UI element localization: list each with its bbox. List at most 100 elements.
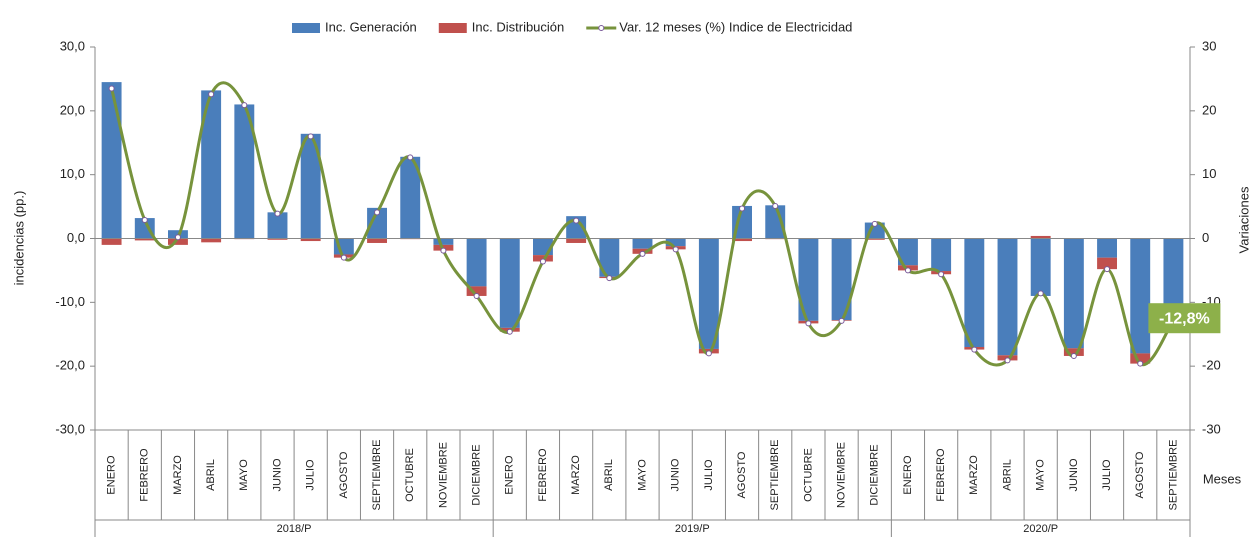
x-tick-label: MAYO (1035, 459, 1047, 491)
line-marker (473, 292, 480, 299)
y2-tick-label: -30 (1202, 421, 1221, 436)
bar (931, 238, 952, 272)
x-tick-label: MAYO (636, 459, 648, 491)
bar (168, 238, 188, 245)
bar (367, 238, 387, 243)
line-marker (739, 205, 746, 212)
bar (300, 133, 321, 239)
line-marker (971, 346, 978, 353)
x-tick-label: SEPTIEMBRE (769, 440, 781, 511)
line-marker (174, 234, 181, 241)
x-tick-label: MAYO (238, 459, 250, 491)
x-tick-label: ENERO (504, 455, 516, 495)
bar (566, 238, 587, 243)
y2-tick-label: -20 (1202, 358, 1221, 373)
bar (765, 205, 786, 239)
bar (698, 238, 719, 349)
bar (599, 238, 620, 277)
line-marker (208, 91, 215, 98)
line-marker (141, 216, 148, 223)
x-tick-label: DICIEMBRE (869, 444, 881, 505)
legend-label: Inc. Distribución (472, 19, 564, 34)
y-tick-label: 10,0 (60, 166, 85, 181)
x-tick-label: JULIO (703, 459, 715, 491)
legend-label: Inc. Generación (325, 19, 417, 34)
line-marker (871, 220, 878, 227)
y2-tick-label: 0 (1202, 230, 1209, 245)
line-marker (772, 202, 779, 209)
legend-label: Var. 12 meses (%) Indice de Electricidad (619, 19, 852, 34)
line-marker (241, 102, 248, 109)
bar (1063, 348, 1084, 356)
x-tick-label: AGOSTO (338, 451, 350, 498)
x-tick-label: NOVIEMBRE (835, 442, 847, 508)
x-tick-label: AGOSTO (736, 451, 748, 498)
y-tick-label: -20,0 (55, 358, 85, 373)
x-tick-label: JUNIO (271, 458, 283, 491)
x-tick-label: JULIO (305, 459, 317, 491)
y2-tick-label: 20 (1202, 102, 1216, 117)
bar (533, 255, 553, 262)
line-marker (307, 133, 314, 140)
x-tick-label: OCTUBRE (404, 448, 416, 502)
x-tick-label: ENERO (902, 455, 914, 495)
y2-tick-label: 30 (1202, 38, 1216, 53)
annotation-box (1148, 303, 1221, 334)
x-tick-label: MARZO (968, 455, 980, 495)
bar (732, 238, 752, 242)
bar (1097, 257, 1117, 270)
y-axis-label: incidencias (pp.) (11, 191, 26, 286)
line-marker (1137, 360, 1144, 367)
line-marker (904, 267, 911, 274)
bar (798, 238, 819, 321)
x-tick-label: MARZO (172, 455, 184, 495)
x-tick-label: ABRIL (1001, 459, 1013, 491)
x-tick-label: ENERO (105, 455, 117, 495)
line-marker (805, 320, 812, 327)
line-marker (407, 154, 414, 161)
y-tick-label: 20,0 (60, 102, 85, 117)
bar (101, 82, 122, 239)
annotation: -12,8% (1159, 310, 1210, 327)
bar (898, 238, 918, 266)
bar (665, 238, 686, 247)
y-tick-label: -10,0 (55, 294, 85, 309)
bar (300, 238, 321, 242)
line-marker (1070, 352, 1077, 359)
line-marker (705, 350, 712, 357)
bar (201, 90, 222, 239)
bar (1163, 238, 1184, 311)
bar (997, 238, 1018, 356)
x-axis-label: Meses (1203, 471, 1242, 486)
bar (134, 238, 155, 241)
line-marker (274, 210, 281, 217)
x-tick-label: JUNIO (670, 458, 682, 491)
bar (632, 238, 653, 249)
x-tick-label: JULIO (1101, 459, 1113, 491)
line-marker (938, 271, 945, 278)
line-marker (374, 209, 381, 216)
bar (1130, 353, 1151, 364)
x-tick-label: AGOSTO (1134, 451, 1146, 498)
x-tick-label: FEBRERO (139, 448, 151, 502)
line-marker (440, 247, 447, 254)
line-marker (838, 317, 845, 324)
line-marker (506, 328, 513, 335)
line-marker (1104, 266, 1111, 273)
line-marker (639, 250, 646, 257)
x-tick-label: ABRIL (603, 459, 615, 491)
line-marker (672, 246, 679, 253)
x-tick-label: ABRIL (205, 459, 217, 491)
x-tick-label: SEPTIEMBRE (371, 440, 383, 511)
bar (201, 238, 222, 243)
x-tick-label: MARZO (570, 455, 582, 495)
x-tick-label: OCTUBRE (802, 448, 814, 502)
bar (466, 238, 487, 287)
legend-swatch (292, 23, 320, 33)
bar (466, 286, 487, 296)
line-marker (1037, 290, 1044, 297)
legend-marker (598, 25, 605, 31)
line-marker (1004, 357, 1011, 364)
group-label: 2019/P (675, 523, 710, 535)
